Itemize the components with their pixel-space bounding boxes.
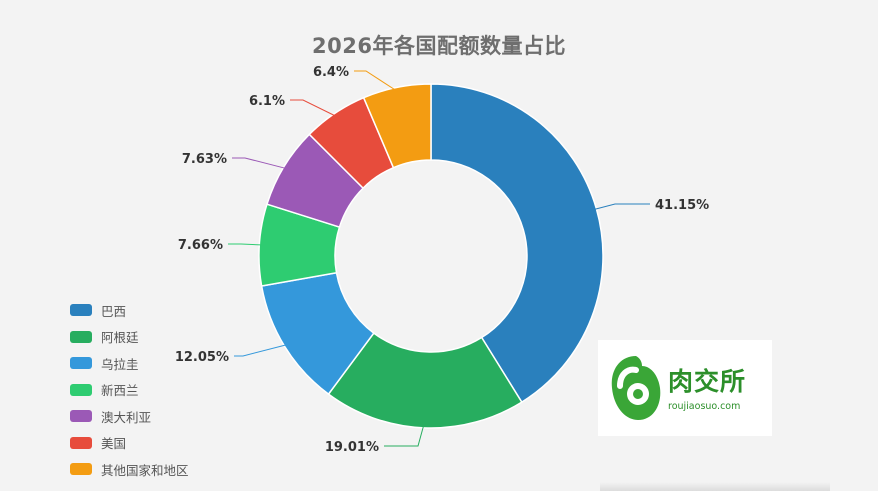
- slice-label-5: 6.1%: [249, 94, 285, 109]
- legend-label: 乌拉圭: [101, 356, 139, 372]
- legend-item-6[interactable]: 其他国家和地区: [70, 456, 189, 483]
- leader-line-1: [384, 423, 425, 447]
- legend-swatch: [70, 410, 92, 423]
- legend-swatch: [70, 463, 92, 476]
- legend-item-5[interactable]: 美国: [70, 430, 189, 457]
- legend-swatch: [70, 383, 92, 396]
- slice-label-4: 7.63%: [182, 152, 227, 167]
- slice-0: [430, 83, 604, 404]
- leader-line-3: [228, 243, 264, 246]
- legend-swatch: [70, 357, 92, 370]
- legend-label: 澳大利亚: [101, 409, 152, 425]
- logo-icon: [611, 356, 661, 420]
- legend-item-3[interactable]: 新西兰: [70, 377, 189, 404]
- slice-label-0: 41.15%: [655, 198, 709, 213]
- chart-legend: 巴西阿根廷乌拉圭新西兰澳大利亚美国其他国家和地区: [70, 297, 189, 483]
- chart-title: 2026年各国配额数量占比: [312, 34, 566, 58]
- legend-swatch: [70, 330, 92, 343]
- logo-url: roujiaosuo.com: [668, 401, 741, 412]
- leader-line-4: [232, 157, 288, 170]
- leader-line-6: [354, 70, 398, 92]
- cropped-caption-strip: [600, 482, 830, 491]
- leader-line-5: [290, 99, 338, 118]
- legend-swatch: [70, 304, 92, 317]
- leader-line-2: [234, 343, 289, 357]
- leader-line-0: [592, 203, 650, 211]
- legend-item-2[interactable]: 乌拉圭: [70, 350, 189, 377]
- legend-item-0[interactable]: 巴西: [70, 297, 189, 324]
- legend-label: 阿根廷: [101, 330, 139, 346]
- slice-label-1: 19.01%: [325, 440, 379, 455]
- watermark-logo: 肉交所 roujiaosuo.com: [598, 340, 772, 436]
- slice-label-2: 12.05%: [175, 350, 229, 365]
- slice-6: [362, 83, 432, 169]
- legend-swatch: [70, 436, 92, 449]
- slice-label-3: 7.66%: [178, 238, 223, 253]
- legend-label: 其他国家和地区: [101, 462, 189, 478]
- legend-label: 新西兰: [101, 383, 139, 399]
- legend-label: 美国: [101, 436, 127, 452]
- legend-label: 巴西: [101, 303, 127, 319]
- legend-item-1[interactable]: 阿根廷: [70, 324, 189, 351]
- logo-name: 肉交所: [668, 367, 747, 396]
- slice-label-6: 6.4%: [313, 65, 349, 80]
- legend-item-4[interactable]: 澳大利亚: [70, 403, 189, 430]
